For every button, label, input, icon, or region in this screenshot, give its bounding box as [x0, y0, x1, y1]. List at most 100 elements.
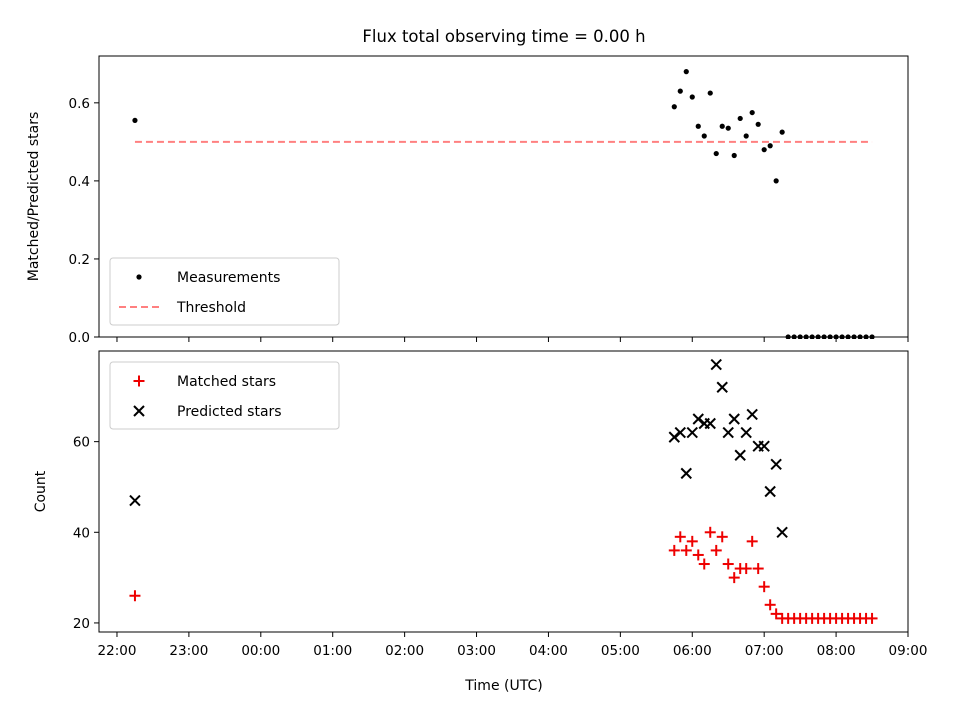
- measurement-point: [701, 133, 707, 139]
- ratio-panel: 0.0 0.2 0.4 0.6 Matched/Predicted stars Measu…: [26, 55, 909, 346]
- data-layer: [129, 358, 878, 624]
- x-tick-label: 01:00: [313, 643, 352, 659]
- legend: Measurements Threshold: [109, 257, 340, 326]
- matched-star-marker: [758, 581, 770, 593]
- matched-star-marker: [746, 535, 758, 547]
- measurement-point: [851, 334, 857, 339]
- matched-star-marker: [752, 563, 764, 575]
- predicted-star-marker: [692, 413, 704, 425]
- plot-frame: [98, 350, 909, 633]
- legend-entry: Predicted stars: [133, 404, 282, 420]
- matched-star-marker: [710, 544, 722, 556]
- x-tick-label: 00:00: [241, 643, 280, 659]
- matched-star-marker: [674, 531, 686, 543]
- measurement-point: [731, 152, 737, 159]
- measurement-point: [689, 94, 695, 100]
- measurement-point: [857, 334, 863, 339]
- legend-entry: Measurements: [136, 270, 280, 286]
- matched-star-marker: [716, 531, 728, 543]
- measurement-point: [797, 334, 803, 339]
- matched-star-marker: [680, 544, 692, 556]
- measurement-point: [707, 90, 713, 96]
- measurement-point: [713, 150, 719, 157]
- matched-star-marker: [764, 599, 776, 611]
- legend-box: [109, 361, 340, 430]
- measurement-point: [785, 334, 791, 339]
- measurement-point: [737, 115, 743, 122]
- predicted-star-marker: [722, 426, 734, 439]
- legend-entry: Matched stars: [133, 374, 276, 390]
- predicted-star-marker: [133, 405, 145, 417]
- measurement-point: [845, 334, 851, 339]
- measurement-point: [863, 334, 869, 339]
- matched-star-marker: [770, 608, 782, 620]
- x-tick-label: 05:00: [601, 643, 640, 659]
- matched-star-marker: [133, 375, 145, 387]
- matched-star-marker: [692, 549, 704, 561]
- legend-label: Measurements: [177, 270, 280, 286]
- legend-entry: Threshold: [119, 300, 246, 316]
- measurement-point: [833, 334, 839, 339]
- y-tick-label: 60: [73, 435, 90, 451]
- measurement-point: [132, 117, 138, 123]
- matched-star-marker: [704, 526, 716, 538]
- matched-star-marker: [129, 590, 141, 602]
- measurement-point: [136, 274, 142, 280]
- legend: Matched stars Predicted stars: [109, 361, 340, 430]
- predicted-star-marker: [758, 440, 770, 452]
- measurement-point: [677, 88, 683, 94]
- predicted-star-marker: [764, 485, 776, 498]
- measurement-point: [821, 334, 827, 339]
- matched-star-marker: [866, 612, 878, 624]
- predicted-star-marker: [776, 526, 788, 538]
- measurement-point: [809, 334, 815, 339]
- x-tick-label: 02:00: [385, 643, 424, 659]
- measurement-point: [815, 334, 821, 339]
- x-tick-label: 23:00: [169, 643, 208, 659]
- predicted-star-marker: [716, 381, 728, 393]
- predicted-star-marker: [734, 449, 746, 461]
- predicted-star-marker: [728, 413, 740, 425]
- measurement-point: [767, 143, 773, 149]
- chart-title: Flux total observing time = 0.00 h: [362, 27, 645, 46]
- measurement-point: [869, 334, 875, 339]
- measurement-point: [725, 125, 731, 131]
- measurement-point: [791, 334, 797, 339]
- predicted-star-marker: [686, 426, 698, 439]
- measurement-point: [719, 123, 725, 129]
- y-tick-label: 0.4: [69, 174, 90, 190]
- x-tick-label: 06:00: [673, 643, 712, 659]
- x-tick-label: 03:00: [457, 643, 496, 659]
- y-axis-label: Matched/Predicted stars: [26, 112, 42, 282]
- x-tick-label: 09:00: [889, 643, 928, 659]
- measurement-point: [749, 109, 755, 116]
- y-axis-label: Count: [33, 470, 49, 512]
- y-tick-label: 40: [73, 525, 90, 541]
- y-tick-label: 20: [73, 616, 90, 632]
- measurement-point: [755, 121, 761, 127]
- measurement-point: [779, 129, 785, 135]
- data-layer: [132, 69, 875, 339]
- predicted-star-marker: [770, 458, 782, 471]
- predicted-star-marker: [129, 494, 141, 507]
- x-tick-label: 04:00: [529, 643, 568, 659]
- predicted-star-marker: [710, 358, 722, 371]
- measurement-point: [803, 334, 809, 339]
- y-tick-label: 0.2: [69, 252, 90, 268]
- measurement-point: [743, 133, 749, 139]
- measurement-point: [671, 104, 677, 110]
- y-tick-label: 0.0: [69, 330, 90, 346]
- x-tick-label: 08:00: [817, 643, 856, 659]
- count-panel: 20 40 60 Count 22:00 23:00 00:00 01:00 02:00 03:0…: [33, 350, 928, 659]
- plot-frame: [98, 55, 909, 338]
- predicted-star-marker: [704, 417, 716, 430]
- matched-star-marker: [686, 535, 698, 547]
- measurement-point: [683, 69, 689, 75]
- matched-star-marker: [728, 572, 740, 584]
- measurement-point: [773, 178, 779, 184]
- x-tick-label: 22:00: [98, 643, 137, 659]
- measurement-point: [839, 334, 845, 339]
- matched-star-marker: [668, 544, 680, 556]
- measurement-point: [695, 123, 701, 129]
